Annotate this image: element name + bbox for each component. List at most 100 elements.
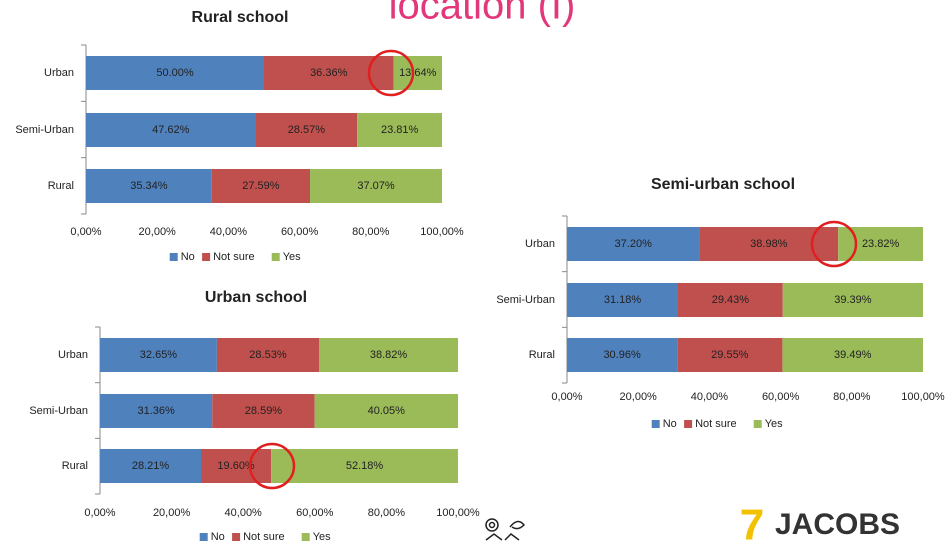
x-tick-label: 40,00% — [210, 226, 248, 238]
bar-segment — [216, 338, 320, 372]
x-tick-label: 40,00% — [691, 391, 729, 403]
legend-label: Not sure — [243, 531, 285, 543]
x-tick-label: 20,00% — [153, 507, 191, 519]
bar-segment — [100, 449, 201, 483]
value-label: 37.20% — [615, 238, 653, 250]
highlight-circle — [810, 220, 858, 268]
legend-swatch — [232, 533, 241, 541]
value-label: 29.43% — [712, 294, 750, 306]
value-label: 28.53% — [249, 349, 287, 361]
bar-segment — [100, 338, 217, 372]
x-tick-label: 0,00% — [84, 507, 115, 519]
x-tick-label: 100,00% — [436, 507, 480, 519]
legend-label: Not sure — [695, 418, 737, 430]
value-label: 31.18% — [604, 294, 642, 306]
y-tick-label: Rural — [62, 460, 88, 472]
legend-swatch — [684, 420, 693, 428]
bar-segment — [314, 394, 458, 428]
y-tick-label: Semi-Urban — [15, 124, 74, 136]
legend-label: Not sure — [213, 251, 255, 263]
legend-label: No — [211, 531, 225, 543]
value-label: 39.39% — [834, 294, 872, 306]
value-label: 19.60% — [217, 460, 255, 472]
bar-segment — [310, 169, 442, 203]
value-label: 23.82% — [862, 238, 900, 250]
y-tick-label: Rural — [529, 349, 555, 361]
value-label: 39.49% — [834, 349, 872, 361]
bar-segment — [782, 338, 923, 372]
bar-segment — [567, 283, 679, 317]
x-tick-label: 0,00% — [551, 391, 582, 403]
value-label: 31.36% — [137, 405, 175, 417]
charts: Rural school 0,00% 20,00% 40,00% 60,00% 80,00… — [15, 9, 945, 543]
value-label: 28.59% — [245, 405, 283, 417]
highlight-circle — [367, 49, 415, 97]
y-tick-label: Urban — [58, 349, 88, 361]
slide-title: location (I) — [389, 0, 576, 28]
y-tick-label: Semi-Urban — [29, 405, 88, 417]
bar-segment — [393, 56, 442, 90]
value-label: 38.82% — [370, 349, 408, 361]
bar-segment — [211, 169, 311, 203]
bar-segment — [200, 449, 272, 483]
chart-title: Rural school — [192, 9, 289, 26]
bar-segment — [100, 394, 213, 428]
legend-label: Yes — [765, 418, 783, 430]
bar-segment — [86, 56, 264, 90]
value-label: 52.18% — [346, 460, 384, 472]
x-tick-label: 60,00% — [281, 226, 319, 238]
x-tick-label: 60,00% — [762, 391, 800, 403]
bar-segment — [567, 338, 678, 372]
bar-segment — [678, 283, 783, 317]
x-tick-label: 20,00% — [139, 226, 177, 238]
value-label: 50.00% — [156, 67, 194, 79]
y-tick-label: Urban — [525, 238, 555, 250]
legend-swatch — [753, 420, 762, 428]
x-tick-label: 60,00% — [296, 507, 334, 519]
legend-swatch — [169, 253, 178, 261]
x-tick-label: 80,00% — [352, 226, 390, 238]
y-tick-label: Rural — [48, 180, 74, 192]
bar-segment — [357, 113, 442, 147]
bar-segment — [86, 113, 256, 147]
legend-swatch — [301, 533, 310, 541]
legend-swatch — [199, 533, 208, 541]
legend-label: No — [663, 418, 677, 430]
bar-segment — [271, 449, 458, 483]
value-label: 38.98% — [750, 238, 788, 250]
logo-mark: 7 — [740, 501, 764, 549]
value-label: 35.34% — [130, 180, 168, 192]
value-label: 47.62% — [152, 124, 190, 136]
bar-segment — [782, 283, 923, 317]
x-tick-label: 100,00% — [420, 226, 464, 238]
bar-segment — [319, 338, 458, 372]
legend-label: Yes — [313, 531, 331, 543]
value-label: 36.36% — [310, 67, 348, 79]
value-label: 40.05% — [368, 405, 406, 417]
chart-title: Semi-urban school — [651, 176, 795, 193]
legend-swatch — [271, 253, 280, 261]
bar-segment — [567, 227, 700, 261]
bar-segment — [86, 169, 212, 203]
legend-swatch — [202, 253, 211, 261]
value-label: 32.65% — [140, 349, 178, 361]
value-label: 30.96% — [603, 349, 641, 361]
highlight-circle — [248, 442, 296, 490]
legend-label: Yes — [283, 251, 301, 263]
x-tick-label: 80,00% — [368, 507, 406, 519]
value-label: 29.55% — [711, 349, 749, 361]
x-tick-label: 100,00% — [901, 391, 945, 403]
bar-segment — [255, 113, 358, 147]
bar-segment — [677, 338, 783, 372]
value-label: 23.81% — [381, 124, 419, 136]
chart-title: Urban school — [205, 289, 307, 306]
y-tick-label: Urban — [44, 67, 74, 79]
x-tick-label: 40,00% — [225, 507, 263, 519]
value-label: 28.21% — [132, 460, 170, 472]
x-tick-label: 20,00% — [620, 391, 658, 403]
value-label: 28.57% — [288, 124, 326, 136]
x-tick-label: 0,00% — [70, 226, 101, 238]
y-tick-label: Semi-Urban — [496, 294, 555, 306]
bar-segment — [212, 394, 315, 428]
